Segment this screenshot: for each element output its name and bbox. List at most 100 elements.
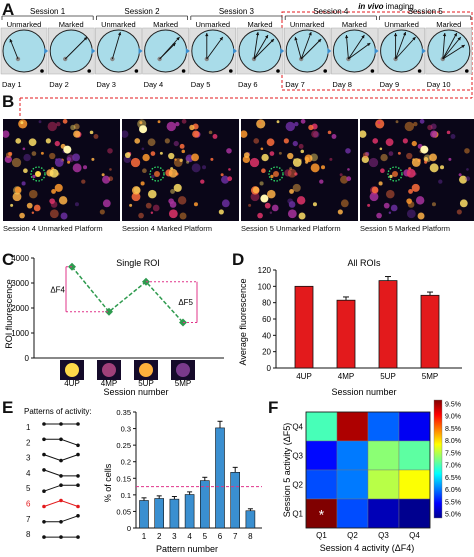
swim-path-7-3	[300, 38, 322, 60]
swim-arrowhead-10-2	[461, 45, 465, 49]
chart-e-bar	[169, 498, 180, 529]
cell-spot	[372, 138, 379, 144]
platform-marker-8	[370, 69, 375, 73]
roi-outline	[149, 166, 165, 182]
cell-spot	[388, 211, 392, 214]
cell-spot	[406, 152, 413, 160]
chart-e-ytick-label: 0.15	[116, 474, 131, 483]
cell-spot	[259, 181, 264, 186]
swim-path-7-1	[294, 36, 302, 60]
colorbar-tick-label: 9.0%	[445, 414, 461, 421]
cell-spot	[289, 167, 293, 171]
cell-spot	[31, 151, 37, 156]
pattern-dot	[76, 452, 80, 457]
circle-label-9: Unmarked	[384, 20, 419, 29]
cell-spot	[261, 168, 266, 174]
swim-path-3-1	[111, 31, 121, 60]
chart-d-bar	[420, 294, 440, 369]
cell-spot	[38, 120, 42, 124]
cell-spot	[33, 204, 41, 212]
cell-spot	[406, 198, 412, 204]
colorbar-tick-label: 7.0%	[445, 463, 461, 470]
circle-label-10: Marked	[436, 20, 461, 29]
swim-arrowhead-5-2	[219, 37, 223, 41]
pattern-dot	[42, 437, 46, 442]
swim-arrowhead-7-2	[308, 32, 312, 36]
pattern-dot	[42, 468, 46, 472]
session-label-5: Session 5	[408, 7, 444, 16]
cell-spot	[145, 202, 152, 209]
cell-spot	[169, 201, 177, 208]
cell-spot	[377, 121, 381, 125]
cell-spot	[310, 153, 318, 162]
cell-spot	[102, 199, 111, 208]
swim-arrowhead-5-1	[205, 33, 209, 37]
heatmap-cell	[336, 411, 369, 442]
chart-d-ytick-label: 0	[267, 364, 272, 373]
cell-spot	[70, 124, 76, 131]
cell-spot	[67, 160, 71, 164]
panel-label-a: A	[2, 0, 15, 19]
chart-c-xtick-label: 5UP	[138, 379, 154, 388]
cell-spot	[18, 119, 28, 129]
cell-spot	[49, 198, 55, 204]
cell-spot	[361, 155, 369, 164]
cell-spot	[11, 157, 22, 168]
cell-spot	[375, 119, 385, 129]
day-label-5: Day 5	[191, 80, 211, 89]
cell-spot	[380, 153, 388, 162]
cell-spot	[21, 181, 26, 186]
cell-spot	[10, 203, 14, 207]
cell-spot	[15, 138, 22, 144]
cell-spot	[58, 196, 68, 205]
pattern-dot	[76, 474, 80, 478]
cell-spot	[327, 130, 332, 135]
cell-spot	[173, 183, 182, 192]
chart-d-bar	[378, 280, 398, 369]
chart-e-xtick-label: 3	[172, 532, 177, 541]
cell-spot	[430, 130, 438, 138]
day-arrowhead-3	[138, 48, 143, 54]
platform-marker-2	[87, 69, 91, 73]
cell-spot	[294, 121, 299, 127]
cell-spot	[310, 163, 320, 173]
pattern-dot	[42, 535, 46, 539]
platform-marker-4	[181, 69, 186, 73]
micrograph-canvas	[3, 119, 114, 220]
cell-spot	[220, 173, 224, 177]
panel-label-e: E	[2, 398, 14, 417]
cell-spot	[50, 201, 58, 208]
chart-e-ytick-label: 0.05	[116, 507, 131, 516]
cell-spot	[179, 212, 187, 220]
cell-spot	[186, 160, 190, 164]
cell-spot	[376, 212, 382, 219]
day-label-9: Day 9	[380, 80, 400, 89]
caption-s4-marked: Session 4 Marked Platform	[122, 224, 213, 233]
cell-spot	[81, 179, 86, 184]
cell-spot	[49, 152, 56, 160]
cell-spot	[296, 196, 306, 205]
cell-spot	[431, 202, 436, 207]
pattern-dot	[59, 498, 63, 503]
cell-spot	[379, 147, 383, 151]
chart-c-xtick-label: 4UP	[64, 379, 80, 388]
pattern-dot	[76, 443, 80, 448]
circle-label-4: Marked	[153, 20, 178, 29]
day-arrowhead-6	[280, 48, 285, 54]
chart-e-bar	[184, 494, 195, 529]
cell-spot	[150, 151, 156, 156]
cell-spot	[40, 151, 44, 155]
roi-outline	[268, 166, 284, 182]
watermaze-pool-1	[2, 29, 46, 73]
caption-s5-unmarked: Session 5 Unmarked Platform	[241, 224, 341, 233]
pattern-dot	[42, 489, 46, 493]
swim-arrowhead-10-1	[457, 37, 461, 41]
day-label-1: Day 1	[2, 80, 22, 89]
cell-spot	[270, 174, 274, 179]
cell-spot	[459, 175, 468, 184]
pattern-dot	[42, 520, 46, 524]
cell-spot	[101, 173, 105, 177]
cell-spot	[378, 181, 383, 186]
chart-d-xtick-label: 5MP	[422, 372, 438, 381]
cell-spot	[319, 179, 324, 184]
